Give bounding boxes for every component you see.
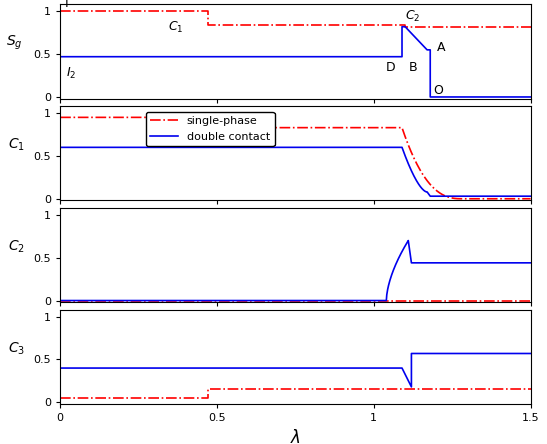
Y-axis label: $C_3$: $C_3$ <box>8 341 25 357</box>
Y-axis label: $C_2$: $C_2$ <box>8 239 25 255</box>
Legend: single-phase, double contact: single-phase, double contact <box>146 112 275 146</box>
Y-axis label: $S_g$: $S_g$ <box>6 33 22 52</box>
Text: $C_1$: $C_1$ <box>168 20 184 35</box>
X-axis label: $\lambda$: $\lambda$ <box>290 428 301 444</box>
Text: B: B <box>408 61 417 74</box>
Text: $I_2$: $I_2$ <box>66 65 77 80</box>
Text: I: I <box>65 0 68 10</box>
Y-axis label: $C_1$: $C_1$ <box>8 137 25 153</box>
Text: A: A <box>437 41 445 54</box>
Text: D: D <box>386 61 395 74</box>
Text: $C_2$: $C_2$ <box>405 9 421 24</box>
Text: O: O <box>433 84 443 98</box>
